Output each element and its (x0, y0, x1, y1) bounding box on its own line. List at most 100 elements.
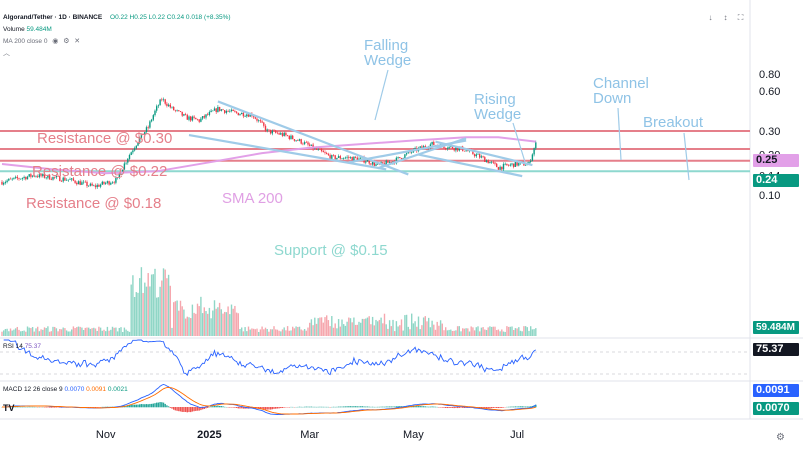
volume-bar (469, 332, 470, 336)
macd-histogram-bar (180, 407, 181, 411)
macd-histogram-bar (163, 403, 164, 408)
volume-bar (76, 327, 77, 336)
volume-bar (64, 328, 65, 336)
candle-body (205, 114, 206, 117)
candle-body (81, 182, 82, 185)
macd-histogram-bar (144, 404, 145, 407)
ma-legend[interactable]: MA 200 close 0 ◉ ⚙ ✕ (3, 38, 80, 46)
volume-bar (35, 328, 36, 336)
volume-bar (20, 331, 21, 336)
volume-bar (486, 330, 487, 336)
volume-bar (8, 331, 9, 336)
macd-legend[interactable]: MACD 12 26 close 9 0.0070 0.0091 0.0021 (3, 386, 128, 394)
volume-bar (324, 317, 325, 336)
candle-body (323, 151, 324, 152)
volume-bar (329, 326, 330, 336)
candle-body (372, 162, 373, 165)
macd-histogram-bar (284, 407, 285, 408)
volume-bar (518, 327, 519, 336)
collapse-legend[interactable]: ︿ (3, 50, 10, 58)
candle-body (246, 114, 247, 116)
candle-body (153, 115, 154, 120)
macd-histogram-bar (136, 405, 137, 408)
candle-body (263, 123, 264, 126)
volume-bar (15, 328, 16, 336)
volume-bar (290, 330, 291, 336)
candle-body (477, 154, 478, 155)
candle-body (484, 157, 485, 162)
settings-icon[interactable]: ⚙ (63, 38, 69, 46)
volume-bar (255, 329, 256, 336)
macd-histogram-bar (430, 407, 431, 408)
volume-bar (105, 331, 106, 336)
candle-body (420, 146, 421, 148)
volume-bar (462, 328, 463, 336)
candle-body (226, 111, 227, 113)
axis-settings-icon[interactable]: ⚙ (776, 432, 785, 443)
candle-body (248, 114, 249, 116)
candle-body (103, 182, 104, 184)
chevron-up-icon[interactable]: ︿ (3, 50, 10, 58)
macd-histogram-bar (277, 407, 278, 409)
candle-body (411, 152, 412, 153)
symbol-legend[interactable]: Algorand/Tether · 1D · BINANCE O0.22 H0.… (3, 14, 231, 22)
candle-body (479, 154, 480, 157)
volume-bar (314, 318, 315, 336)
candle-body (80, 181, 81, 185)
macd-histogram-bar (416, 406, 417, 407)
volume-bar (411, 314, 412, 336)
macd-histogram-bar (333, 407, 334, 408)
volume-bar (261, 327, 262, 336)
macd-histogram-bar (132, 405, 133, 408)
macd-histogram-bar (423, 406, 424, 407)
macd-histogram-bar (391, 407, 392, 408)
volume-bar (438, 326, 439, 336)
volume-bar (209, 308, 210, 336)
candle-body (333, 155, 334, 156)
candle-body (154, 111, 155, 115)
volume-bar (481, 328, 482, 336)
macd-histogram-bar (346, 406, 347, 407)
volume-bar (119, 328, 120, 336)
fullscreen-icon[interactable]: ⛶ (735, 12, 746, 23)
volume-bar (120, 327, 121, 336)
volume-bar (437, 322, 438, 336)
volume-bar (32, 327, 33, 336)
candle-body (474, 154, 475, 156)
volume-bar (190, 318, 191, 336)
macd-histogram-bar (496, 407, 497, 408)
volume-bar (278, 331, 279, 336)
macd-histogram-bar (188, 407, 189, 412)
volume-bar (489, 326, 490, 336)
volume-bar (214, 300, 215, 336)
candle-body (178, 110, 179, 111)
volume-bar (212, 311, 213, 336)
volume-bar (114, 328, 115, 336)
volume-bar (365, 319, 366, 336)
candle-body (239, 114, 240, 115)
volume-bar (267, 329, 268, 336)
candle-body (29, 174, 30, 176)
macd-histogram-bar (457, 407, 458, 408)
candle-body (193, 117, 194, 118)
eye-icon[interactable]: ◉ (52, 38, 58, 46)
volume-bar (270, 329, 271, 336)
rsi-legend[interactable]: RSI 14 75.37 (3, 343, 41, 351)
macd-histogram-bar (319, 407, 320, 408)
candle-body (353, 157, 354, 161)
volume-bar (321, 317, 322, 336)
close-icon[interactable]: ✕ (74, 38, 80, 46)
down-arrow-icon[interactable]: ↓ (705, 12, 716, 23)
macd-histogram-bar (158, 403, 159, 408)
volume-legend[interactable]: Volume 59.484M (3, 26, 52, 34)
macd-histogram-bar (219, 406, 220, 407)
scale-arrows-icon[interactable]: ↕ (720, 12, 731, 23)
volume-bar (85, 328, 86, 336)
volume-bar (369, 316, 370, 336)
candle-body (129, 155, 130, 159)
volume-bar (533, 329, 534, 336)
volume-bar (243, 331, 244, 336)
volume-bar (253, 329, 254, 336)
volume-bar (379, 320, 380, 336)
